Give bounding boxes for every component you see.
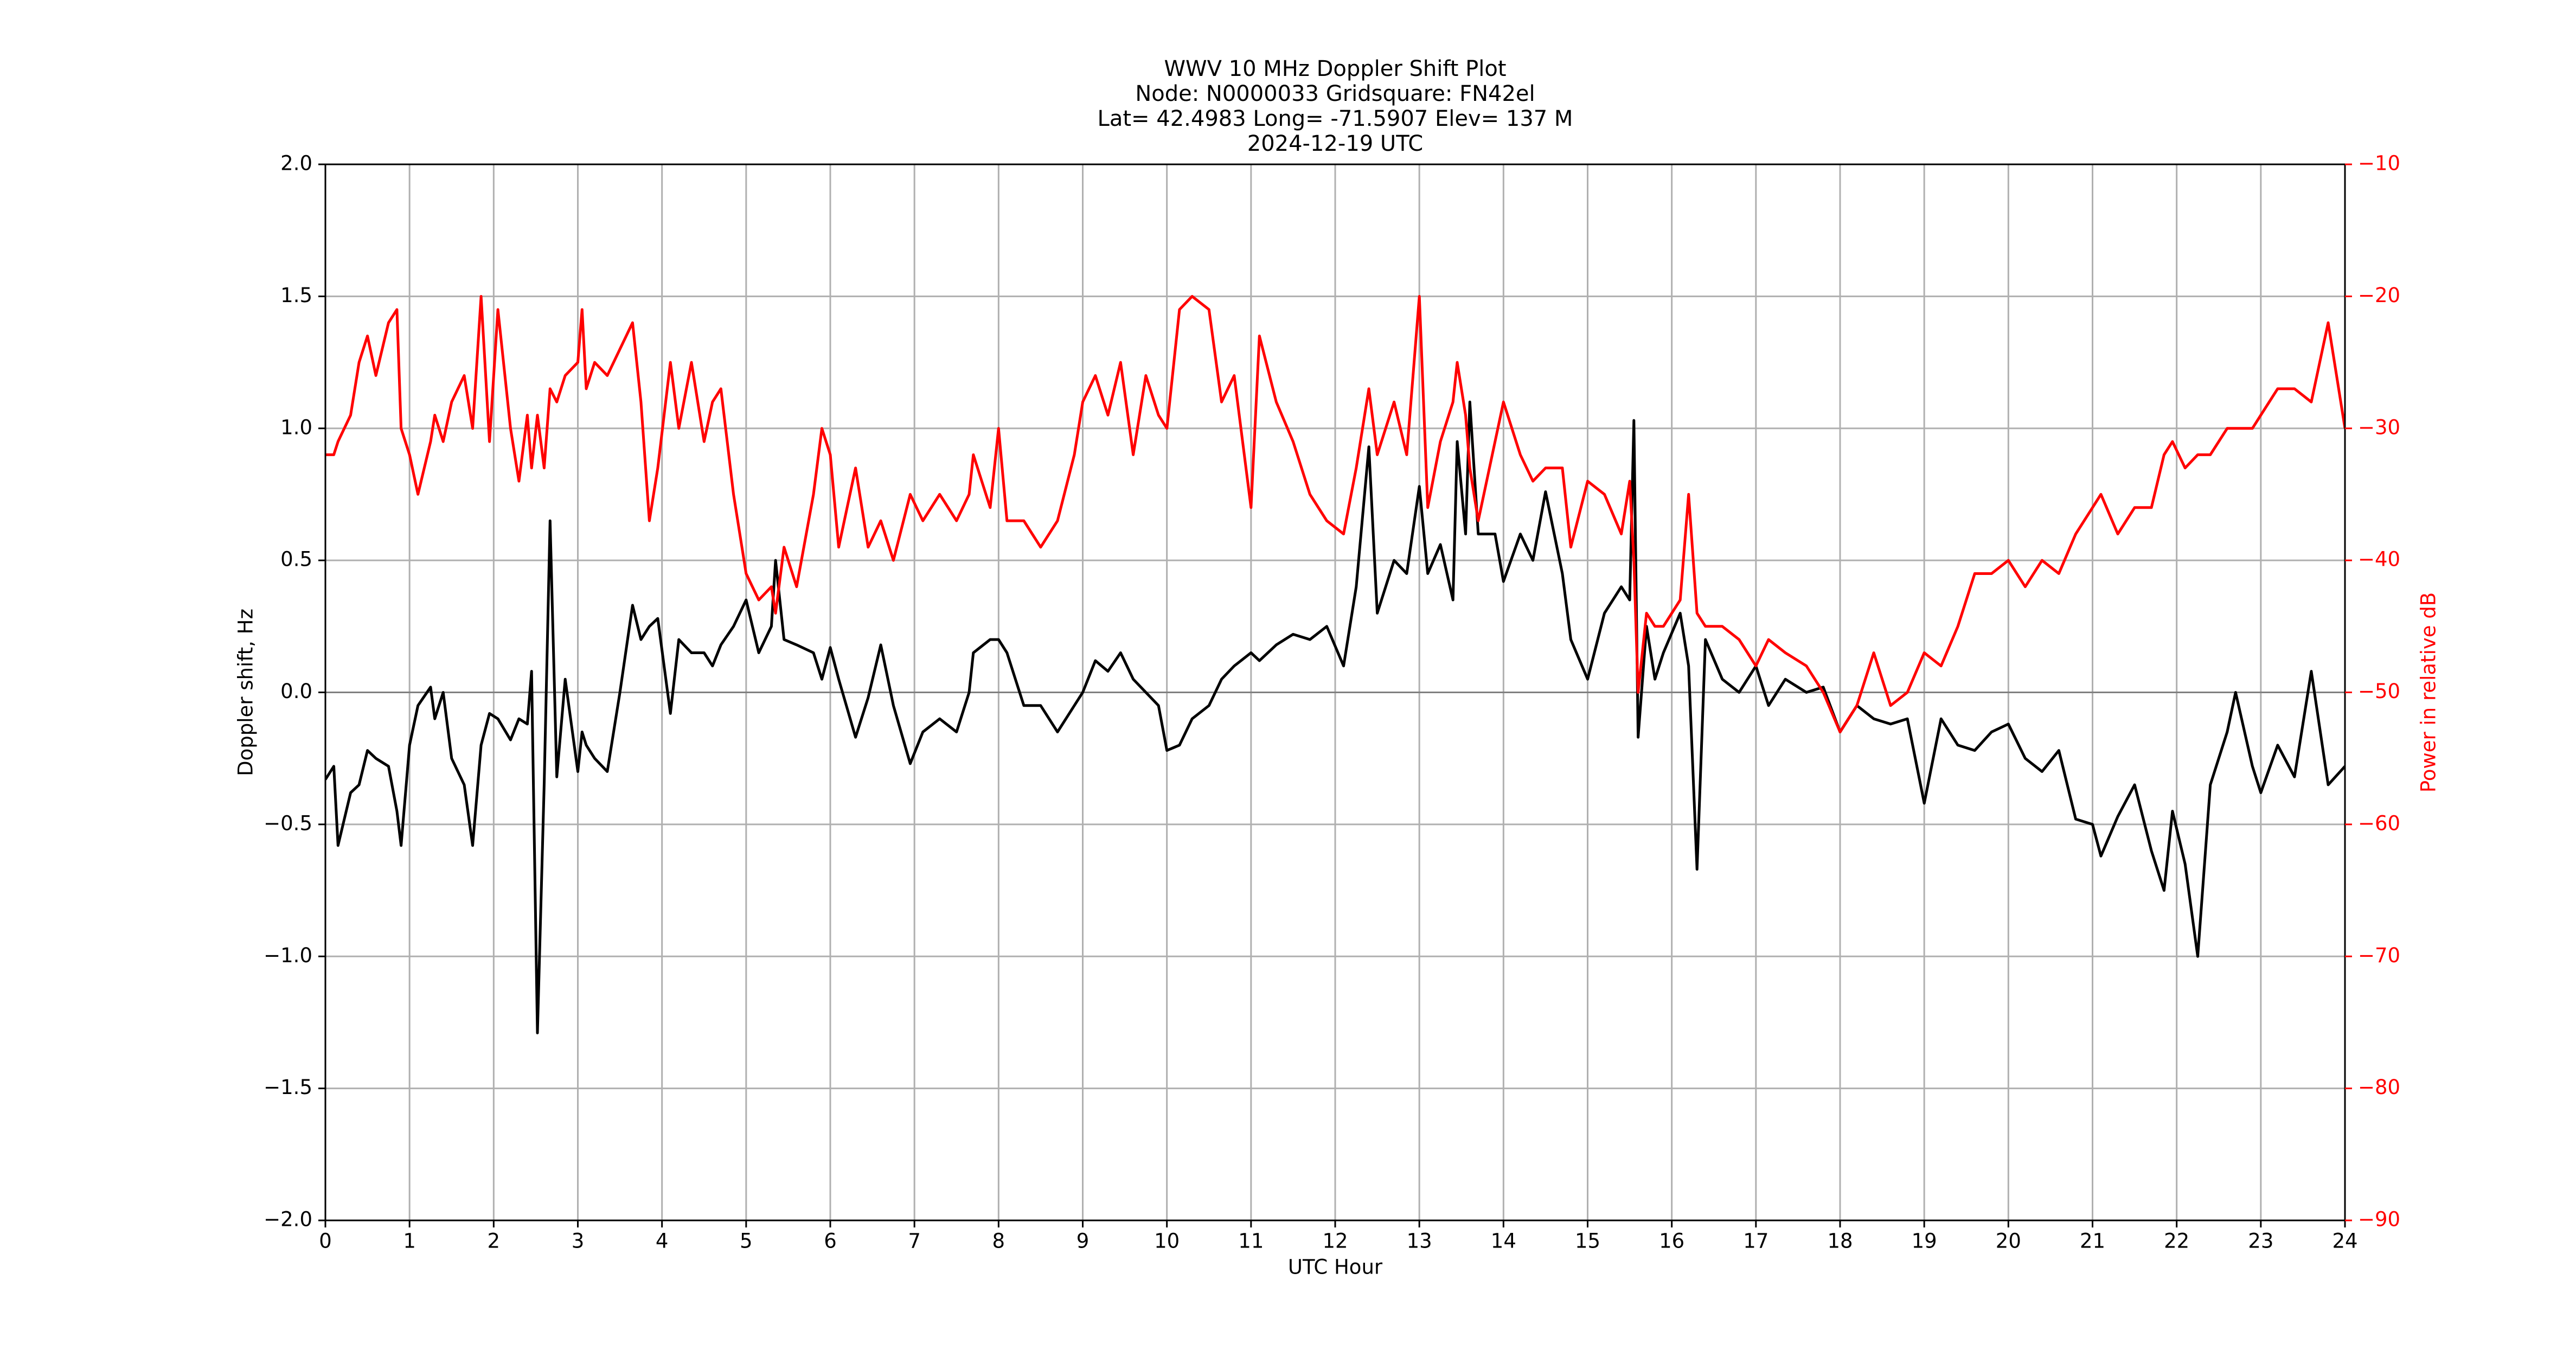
series-line <box>325 400 2345 1034</box>
series-line <box>325 295 2345 733</box>
y-tick-label: −0.5 <box>264 811 312 835</box>
x-tick-label: 8 <box>992 1230 1005 1253</box>
x-tick-label: 3 <box>572 1230 585 1253</box>
x-tick-label: 2 <box>488 1230 501 1253</box>
y2-tick-label: −90 <box>2358 1208 2400 1231</box>
x-tick-label: 23 <box>2248 1230 2273 1253</box>
x-tick-label: 21 <box>2080 1230 2105 1253</box>
chart-title: Node: N0000033 Gridsquare: FN42el <box>1135 81 1535 106</box>
y2-tick-label: −50 <box>2358 680 2400 703</box>
y2-tick-label: −20 <box>2358 284 2400 307</box>
x-tick-label: 12 <box>1322 1230 1348 1253</box>
x-tick-label: 6 <box>824 1230 837 1253</box>
y-tick-label: 0.0 <box>280 680 312 703</box>
x-tick-label: 4 <box>656 1230 669 1253</box>
x-tick-label: 0 <box>319 1230 332 1253</box>
x-tick-label: 7 <box>908 1230 921 1253</box>
x-tick-label: 20 <box>1996 1230 2021 1253</box>
x-tick-label: 18 <box>1827 1230 1853 1253</box>
x-tick-label: 1 <box>403 1230 416 1253</box>
y2-tick-label: −70 <box>2358 944 2400 967</box>
y-axis-label: Doppler shift, Hz <box>234 609 258 776</box>
y2-tick-label: −80 <box>2358 1076 2400 1099</box>
chart-title: WWV 10 MHz Doppler Shift Plot <box>1164 56 1506 81</box>
x-tick-label: 14 <box>1491 1230 1516 1253</box>
y-tick-label: 1.0 <box>280 415 312 439</box>
x-tick-label: 15 <box>1575 1230 1600 1253</box>
y-tick-label: −1.0 <box>264 944 312 967</box>
y2-tick-label: −10 <box>2358 152 2400 175</box>
x-tick-label: 22 <box>2164 1230 2189 1253</box>
x-tick-label: 17 <box>1743 1230 1768 1253</box>
y-tick-label: −2.0 <box>264 1208 312 1231</box>
y2-axis-label: Power in relative dB <box>2417 592 2440 792</box>
y2-tick-label: −60 <box>2358 811 2400 835</box>
chart-title: 2024-12-19 UTC <box>1247 131 1423 156</box>
y2-tick-label: −40 <box>2358 548 2400 571</box>
x-tick-label: 10 <box>1154 1230 1180 1253</box>
y-tick-label: 0.5 <box>280 548 312 571</box>
y-tick-label: 2.0 <box>280 152 312 175</box>
x-tick-label: 13 <box>1407 1230 1432 1253</box>
x-axis-label: UTC Hour <box>1288 1256 1383 1279</box>
x-tick-label: 19 <box>1912 1230 1937 1253</box>
x-tick-label: 9 <box>1076 1230 1090 1253</box>
y-tick-label: −1.5 <box>264 1076 312 1099</box>
x-tick-label: 11 <box>1238 1230 1264 1253</box>
chart-title: Lat= 42.4983 Long= -71.5907 Elev= 137 M <box>1098 106 1573 131</box>
y-tick-label: 1.5 <box>280 284 312 307</box>
x-tick-label: 16 <box>1659 1230 1684 1253</box>
y2-tick-label: −30 <box>2358 415 2400 439</box>
x-tick-label: 5 <box>740 1230 753 1253</box>
x-tick-label: 24 <box>2332 1230 2357 1253</box>
